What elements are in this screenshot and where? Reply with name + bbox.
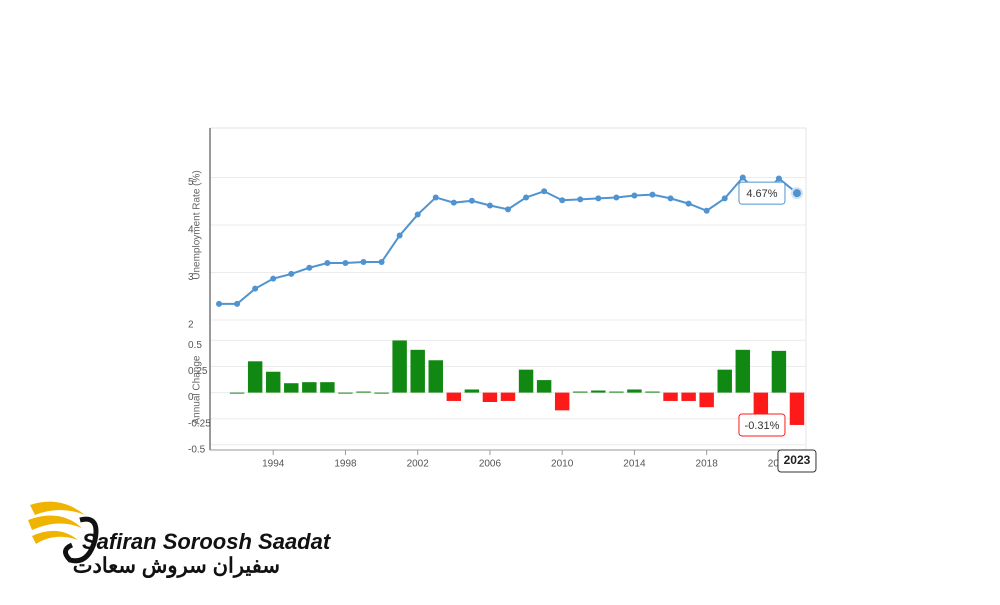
point: [703, 207, 710, 214]
y-tick-label: 5: [188, 177, 194, 188]
point: [432, 194, 439, 201]
tooltip-box: [738, 413, 786, 437]
point: [252, 285, 259, 292]
tooltip-label: 2023: [784, 453, 811, 467]
bar: [717, 369, 732, 393]
bar: [681, 392, 696, 401]
point: [541, 188, 548, 195]
point: [790, 187, 803, 200]
bar: [464, 389, 480, 393]
logo-name-fa: سفیران سروش سعادت: [73, 555, 280, 579]
bar: [356, 391, 371, 393]
y-tick-label: 0.5: [188, 340, 202, 351]
x-tick-label: 2010: [551, 459, 574, 470]
point: [505, 206, 511, 213]
bar: [771, 350, 787, 393]
point: [649, 191, 656, 198]
y-tick-label: 0: [188, 392, 194, 403]
point: [360, 259, 367, 266]
point: [667, 195, 674, 202]
point: [396, 232, 403, 239]
bar: [410, 349, 425, 393]
bar: [302, 382, 317, 393]
point: [414, 211, 421, 218]
y-tick-label: -0.5: [188, 444, 206, 455]
tooltip: 4.67%: [738, 181, 786, 205]
y-tick-label: 3: [188, 272, 194, 283]
y-tick-label: 2: [188, 320, 194, 331]
point: [270, 275, 277, 282]
logo: Safiran Soroosh Saadat سفیران سروش سعادت: [28, 501, 332, 579]
x-tick-label: 2002: [407, 459, 430, 470]
bar: [428, 360, 443, 393]
point: [595, 195, 602, 202]
point: [721, 195, 728, 202]
bar: [247, 361, 263, 393]
bar: [789, 392, 805, 425]
y-tick-label: 4: [188, 225, 194, 236]
point: [378, 259, 385, 266]
tooltip-box: [738, 181, 786, 205]
bar: [500, 392, 516, 401]
point: [216, 300, 223, 307]
point: [559, 197, 566, 204]
bar: [374, 392, 389, 394]
bar: [392, 340, 407, 393]
point: [288, 270, 295, 277]
point: [577, 196, 584, 203]
bar: [265, 371, 281, 393]
x-tick-label: 2018: [696, 459, 719, 470]
y-axis-title: Annual Change: [192, 355, 203, 424]
bar: [609, 391, 624, 393]
y-axis-title: Unemployment Rate (%): [192, 170, 203, 279]
tooltip-label: -0.31%: [745, 420, 780, 432]
x-tick-label: 2006: [479, 459, 502, 470]
logo-wing: [28, 501, 85, 544]
bar: [554, 392, 570, 411]
tooltip-label: 4.67%: [746, 188, 777, 200]
point: [739, 174, 746, 181]
point: [613, 194, 620, 201]
x-tick-label: 2014: [623, 459, 646, 470]
bar: [663, 392, 678, 401]
bar: [482, 392, 498, 402]
point: [450, 199, 457, 206]
tooltip: 2023: [777, 449, 817, 473]
bar: [338, 392, 353, 394]
point: [523, 194, 530, 201]
tooltip-box: [777, 449, 817, 473]
bar: [518, 369, 534, 393]
point: [468, 197, 475, 204]
bar: [573, 391, 588, 393]
bar: [229, 392, 245, 394]
x-tick-label: 1994: [262, 459, 285, 470]
bar: [536, 380, 552, 393]
y-tick-label: 0.25: [188, 366, 208, 377]
point: [234, 300, 241, 307]
bar: [446, 392, 462, 401]
point: [685, 200, 692, 207]
logo-name: Safiran Soroosh Saadat: [82, 529, 332, 554]
x-tick-label: 1998: [334, 459, 357, 470]
point: [631, 192, 638, 199]
point: [324, 260, 331, 266]
bar: [627, 389, 642, 393]
bar: [320, 382, 335, 393]
bar: [699, 392, 714, 408]
bar: [645, 391, 660, 393]
logo-swan: [63, 516, 99, 564]
bar: [284, 383, 299, 393]
tooltip: -0.31%: [738, 413, 786, 437]
bar: [735, 349, 751, 393]
point: [342, 260, 349, 266]
line: [219, 176, 798, 305]
point: [486, 202, 493, 209]
point: [306, 264, 313, 271]
point: [775, 175, 782, 182]
y-tick-label: -0.25: [188, 418, 211, 429]
bar: [591, 390, 606, 393]
plot-frame: [209, 127, 807, 451]
